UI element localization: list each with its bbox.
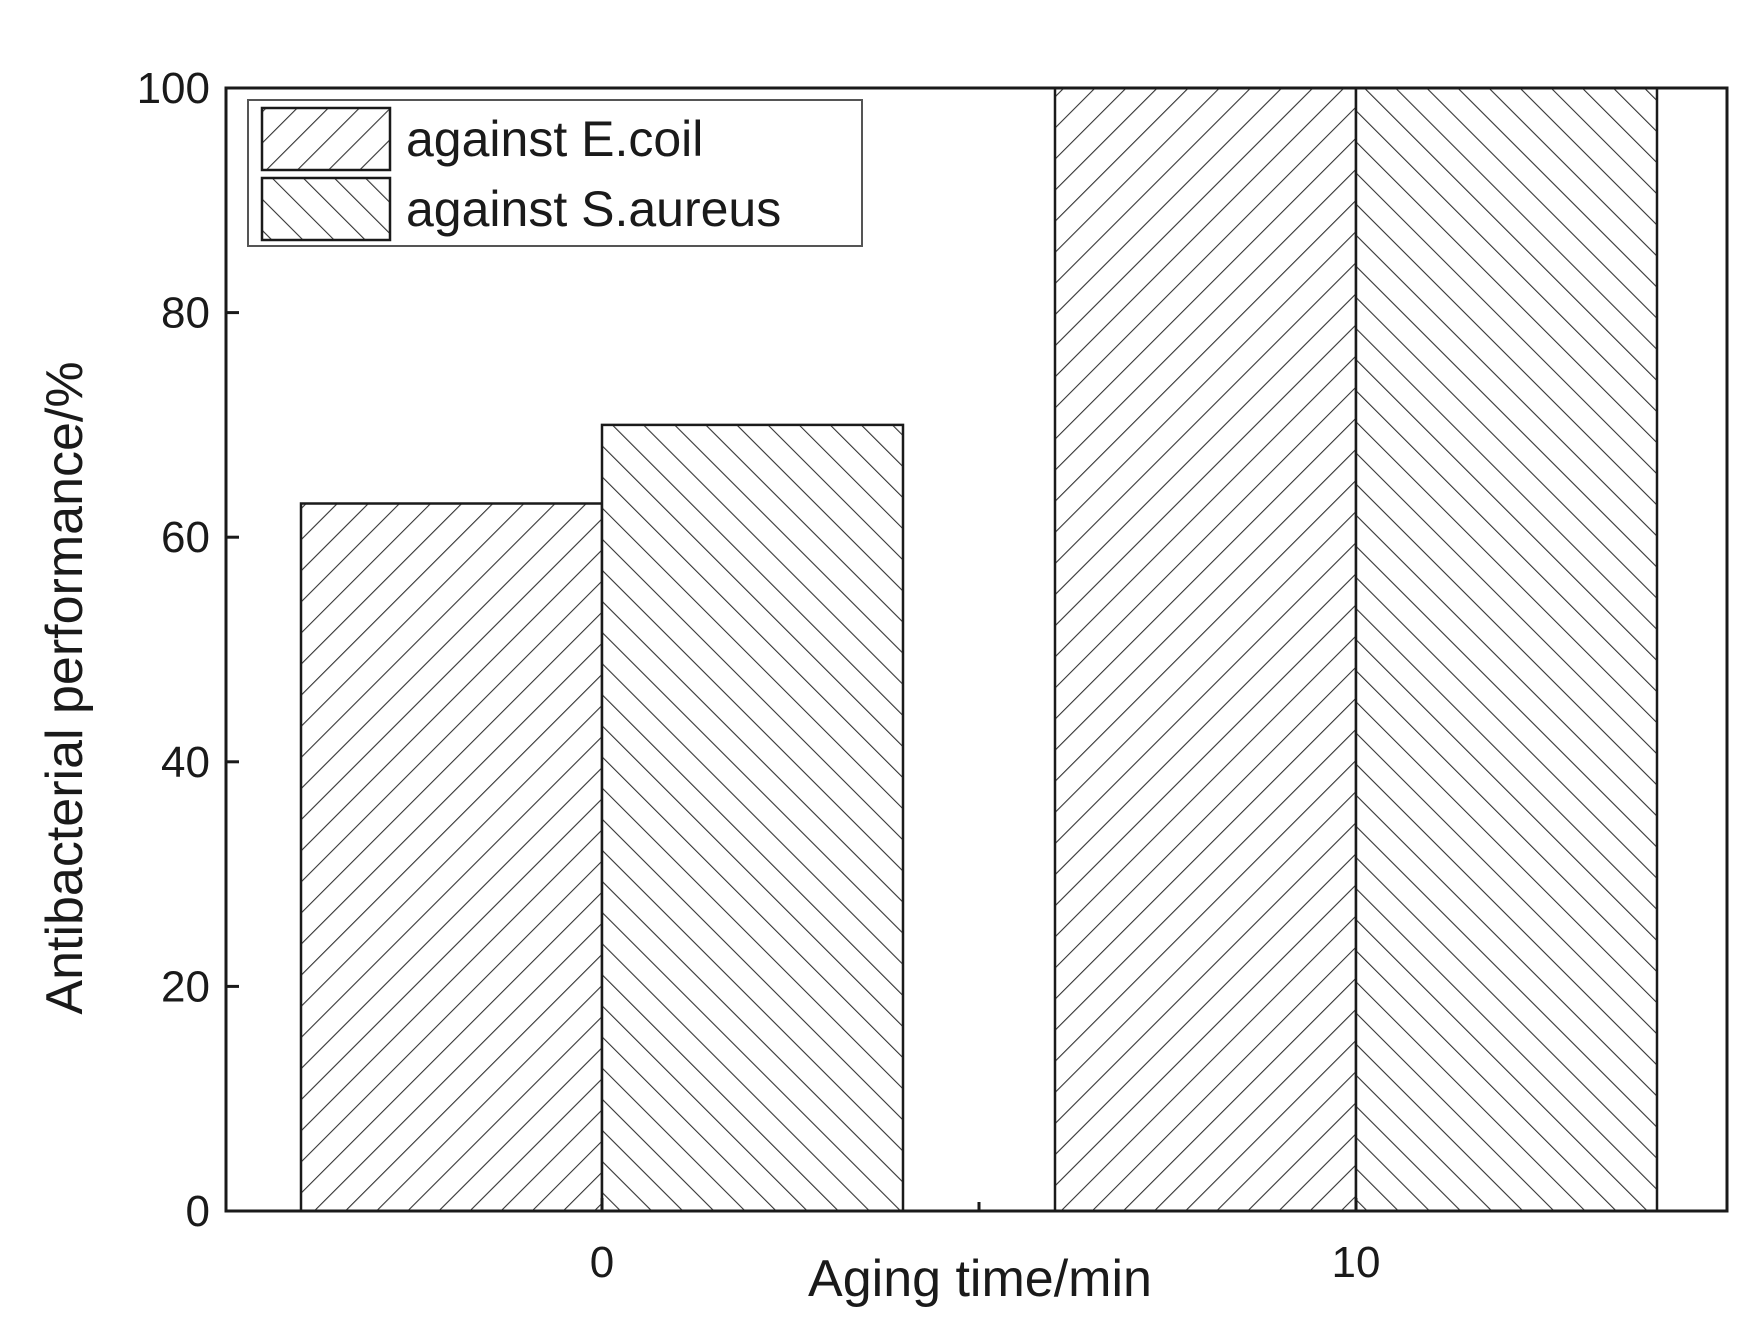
bar-saureus-0min xyxy=(600,423,905,1213)
y-tick-label-100: 100 xyxy=(137,64,210,113)
y-tick-label-80: 80 xyxy=(161,289,210,338)
x-tick-label-0: 0 xyxy=(590,1238,614,1287)
bar-ecoil-10min xyxy=(1053,86,1358,1213)
y-tick-label-20: 20 xyxy=(161,962,210,1011)
legend-swatch-saureus xyxy=(260,176,392,242)
bar-saureus-10min xyxy=(1354,86,1659,1213)
legend-label-ecoil: against E.coil xyxy=(406,111,703,167)
y-tick-label-60: 60 xyxy=(161,513,210,562)
y-tick-label-0: 0 xyxy=(186,1187,210,1236)
axes: 0 20 40 60 80 100 0 10 xyxy=(137,64,1729,1287)
bar-ecoil-0min xyxy=(299,502,604,1213)
legend: against E.coil against S.aureus xyxy=(247,99,863,247)
plot-frame xyxy=(224,86,1729,1213)
x-axis-title: Aging time/min xyxy=(808,1250,1152,1308)
bars xyxy=(299,86,1659,1213)
legend-swatch-ecoil xyxy=(260,106,392,172)
legend-label-saureus: against S.aureus xyxy=(406,181,781,237)
y-axis-title: Antibacterial performance/% xyxy=(36,361,94,1014)
y-tick-label-40: 40 xyxy=(161,738,210,787)
x-tick-label-10: 10 xyxy=(1332,1238,1381,1287)
